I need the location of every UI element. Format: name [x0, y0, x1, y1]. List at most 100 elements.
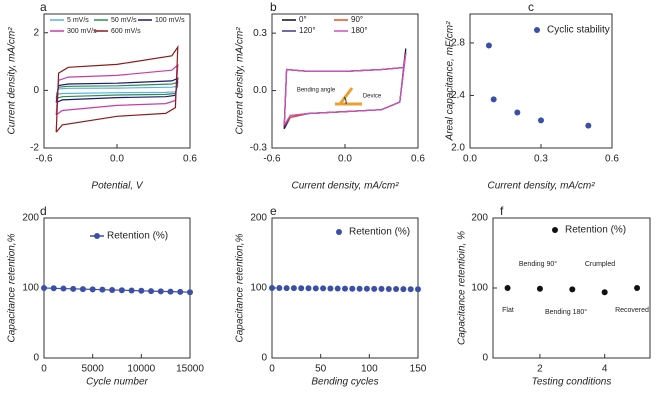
legend-label: 300 mV/s	[67, 28, 97, 35]
data-point	[283, 285, 290, 292]
legend-label: 180°	[351, 26, 368, 35]
x-axis-label: Potential, V	[91, 181, 143, 192]
data-point	[327, 285, 334, 292]
data-point	[70, 285, 77, 292]
legend-label: 120°	[299, 26, 316, 35]
x-axis-label: Current density, mA/cm²	[291, 181, 399, 192]
panel-label: a	[40, 0, 47, 14]
data-point	[276, 285, 283, 291]
data-point	[415, 286, 421, 293]
y-axis-label: Capacitance retentioin, %	[457, 231, 468, 345]
y-tick-label: 0.3	[253, 28, 267, 39]
data-point	[41, 285, 47, 291]
x-tick-label: 0	[269, 364, 275, 375]
y-tick-label: 2	[33, 27, 39, 38]
data-point	[536, 285, 543, 292]
inset-angle	[343, 96, 347, 105]
legend-label: 0°	[299, 15, 307, 24]
x-tick-label: -0.6	[263, 154, 281, 165]
series-line	[55, 77, 179, 104]
data-point	[290, 285, 297, 292]
series-line	[283, 54, 407, 126]
x-tick-label: 0.3	[534, 154, 548, 165]
data-point	[334, 285, 341, 292]
y-tick-label: 200	[250, 213, 267, 224]
y-tick-label: 100	[22, 283, 39, 294]
data-point	[538, 117, 544, 124]
legend-label: Retention (%)	[565, 225, 626, 236]
annotation: Crumpled	[585, 261, 615, 268]
data-point	[118, 287, 125, 294]
data-point	[585, 122, 592, 129]
x-tick-label: 50	[315, 364, 327, 375]
y-tick-label: 0.0	[253, 85, 267, 96]
data-point	[356, 285, 363, 292]
series-line	[43, 287, 191, 293]
inset-sketch	[312, 80, 396, 110]
series-line	[55, 81, 179, 99]
annotation: Bending 180°	[545, 308, 587, 316]
panel-label: c	[528, 0, 534, 14]
y-axis-label: Capacitance retention,%	[235, 233, 246, 342]
annotation: Bending 90°	[519, 260, 557, 268]
y-tick-label: 2.8	[451, 38, 465, 49]
data-point	[601, 289, 608, 296]
legend-label: 5 mV/s	[67, 17, 89, 24]
y-tick-label: 2.0	[451, 143, 465, 154]
y-axis-label: Current density, mA/cm²	[7, 27, 18, 135]
annotation: Flat	[502, 307, 514, 314]
y-tick-label: 0	[482, 353, 488, 364]
x-tick-label: 4	[602, 364, 608, 375]
data-point	[312, 285, 319, 292]
data-point	[385, 285, 392, 292]
panel-label: d	[40, 204, 47, 218]
x-tick-label: -0.6	[35, 154, 53, 165]
data-point	[89, 286, 96, 293]
annotation: Recovered	[615, 307, 649, 314]
x-tick-label: 0.0	[110, 154, 124, 165]
legend-marker	[94, 233, 100, 239]
x-tick-label: 2	[537, 364, 543, 375]
data-point	[514, 109, 521, 116]
panel-label: f	[500, 204, 504, 218]
legend-label: Retention (%)	[349, 227, 410, 238]
data-point	[400, 286, 407, 293]
data-point	[305, 285, 312, 292]
data-point	[569, 286, 576, 293]
x-tick-label: 0.6	[183, 154, 197, 165]
panel-label: e	[270, 204, 277, 218]
inset-device	[335, 87, 362, 106]
legend-label: Retention (%)	[107, 231, 168, 242]
x-axis-label: Bending cycles	[311, 377, 378, 388]
x-tick-label: 0.0	[338, 154, 352, 165]
x-tick-label: 10000	[127, 364, 155, 375]
data-point	[363, 285, 370, 292]
y-tick-label: 0	[33, 85, 39, 96]
x-axis-label: Testing conditions	[532, 377, 612, 388]
data-point	[128, 287, 135, 294]
data-point	[342, 285, 348, 292]
data-point	[504, 285, 511, 291]
data-point	[109, 286, 116, 293]
data-point	[485, 42, 492, 49]
data-point	[269, 285, 275, 291]
legend-marker	[336, 229, 342, 235]
y-tick-label: 2.4	[451, 90, 465, 101]
data-point	[99, 286, 106, 293]
data-point	[298, 285, 305, 292]
data-point	[148, 288, 155, 295]
y-axis-label: Areal capacitance, mF/cm²	[445, 21, 456, 142]
x-tick-label: 5000	[82, 364, 105, 375]
y-tick-label: 200	[471, 213, 488, 224]
data-point	[490, 96, 497, 103]
data-point	[634, 285, 641, 291]
y-tick-label: 100	[250, 283, 267, 294]
data-point	[138, 287, 145, 294]
y-tick-label: -0.3	[250, 143, 268, 154]
x-tick-label: 15000	[176, 364, 204, 375]
data-point	[349, 285, 356, 292]
series-line	[55, 63, 179, 116]
y-axis-label: Current density, mA/cm²	[235, 27, 246, 135]
legend-marker	[552, 227, 558, 233]
